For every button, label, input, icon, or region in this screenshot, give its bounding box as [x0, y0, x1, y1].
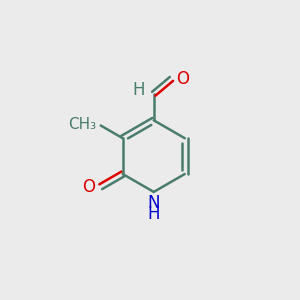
Text: H: H: [148, 205, 160, 223]
Text: O: O: [82, 178, 95, 196]
Text: H: H: [132, 81, 145, 99]
Text: CH₃: CH₃: [68, 117, 96, 132]
Text: N: N: [148, 194, 160, 212]
Text: O: O: [176, 70, 189, 88]
